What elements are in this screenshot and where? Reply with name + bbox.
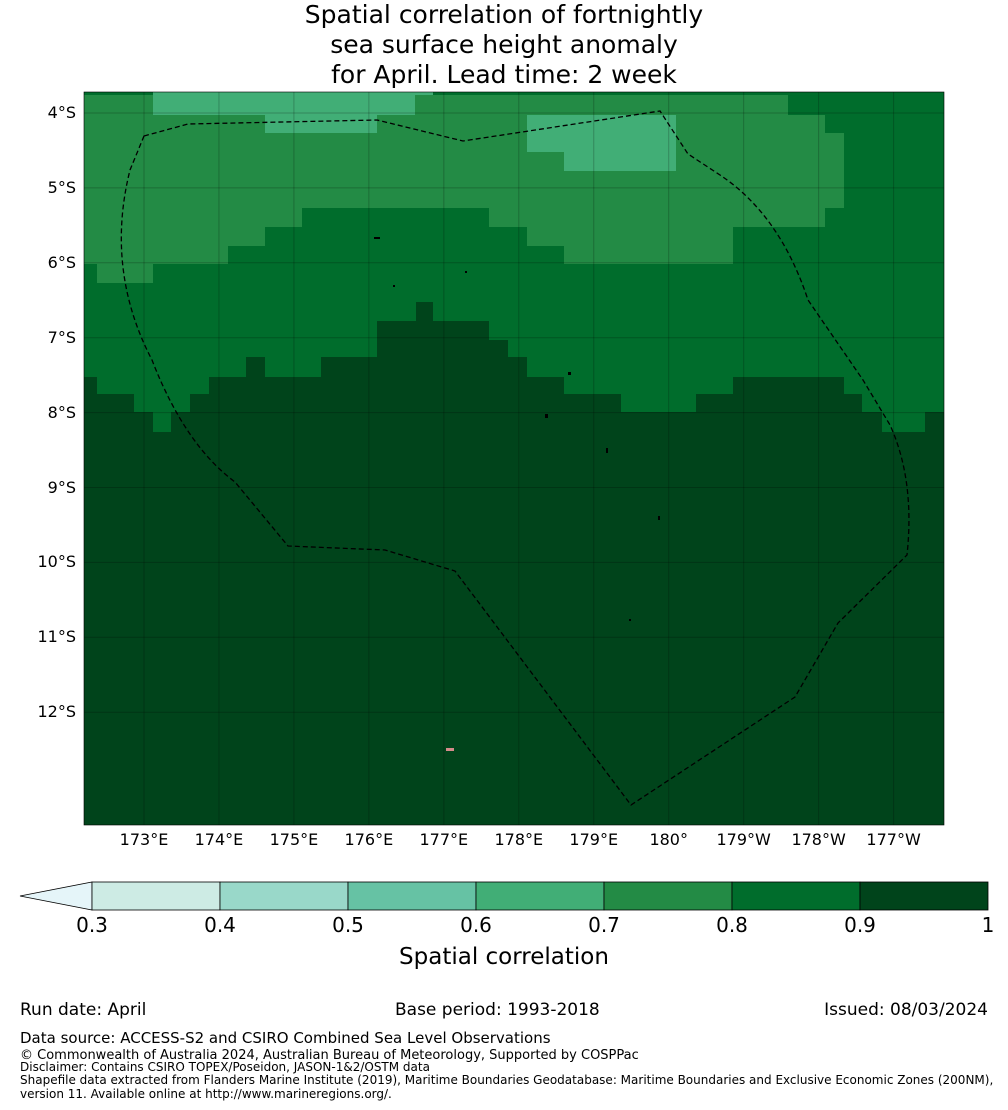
field-bin-0.6-0.7-east (527, 115, 676, 171)
lon-label: 177°E (419, 830, 469, 849)
colorbar (19, 881, 989, 911)
chart-title: Spatial correlation of fortnightly sea s… (0, 0, 1008, 90)
colorbar-bin (603, 881, 733, 911)
lat-label: 8°S (47, 402, 76, 422)
lon-label: 180° (649, 830, 688, 849)
colorbar-bin (219, 881, 349, 911)
lat-label: 9°S (47, 477, 76, 497)
colorbar-tick-label: 0.5 (332, 913, 364, 937)
graticule (84, 92, 944, 825)
colorbar-tick-label: 1 (981, 913, 995, 937)
colorbar-tick-label: 0.9 (844, 913, 876, 937)
colorbar-bin (731, 881, 861, 911)
colorbar-tick-label: 0.7 (588, 913, 620, 937)
colorbar-label: Spatial correlation (399, 944, 609, 970)
lon-label: 175°E (269, 830, 319, 849)
lon-label: 179°E (569, 830, 619, 849)
lon-label: 178°E (494, 830, 544, 849)
islands (374, 237, 660, 751)
map-frame (83, 91, 945, 826)
colorbar-tick-label: 0.3 (76, 913, 108, 937)
colorbar-bin (91, 881, 221, 911)
colorbar-tick-label: 0.8 (716, 913, 748, 937)
title-line-3: for April. Lead time: 2 week (331, 60, 677, 89)
lon-label: 176°E (344, 830, 394, 849)
data-source: Data source: ACCESS-S2 and CSIRO Combine… (20, 1029, 551, 1047)
shapefile-credit-2: version 11. Available online at http://w… (20, 1087, 392, 1101)
field-bin-0.6-0.7-north (153, 92, 433, 133)
lon-label: 173°E (119, 830, 169, 849)
disclaimer: Disclaimer: Contains CSIRO TOPEX/Poseido… (20, 1060, 430, 1074)
correlation-field (84, 92, 944, 825)
colorbar-tick-label: 0.6 (460, 913, 492, 937)
base-period: Base period: 1993-2018 (395, 1000, 600, 1020)
lat-label: 12°S (37, 702, 76, 722)
lat-label: 7°S (47, 327, 76, 347)
colorbar-extend-arrow (19, 881, 93, 911)
colorbar-bin (475, 881, 605, 911)
title-line-1: Spatial correlation of fortnightly (304, 0, 704, 29)
lon-label: 178°W (791, 830, 846, 849)
lon-label: 174°E (194, 830, 244, 849)
issued-date: Issued: 08/03/2024 (824, 1000, 988, 1020)
lat-label: 4°S (47, 103, 76, 122)
lon-label: 179°W (716, 830, 771, 849)
colorbar-bin (347, 881, 477, 911)
eez-boundary (120, 110, 910, 806)
shapefile-credit-1: Shapefile data extracted from Flanders M… (20, 1073, 994, 1087)
copyright: © Commonwealth of Australia 2024, Austra… (20, 1048, 639, 1063)
title-line-2: sea surface height anomaly (330, 30, 678, 59)
run-date: Run date: April (20, 1000, 147, 1020)
lat-label: 5°S (47, 177, 76, 197)
colorbar-bin (859, 881, 989, 911)
lat-label: 10°S (37, 552, 76, 572)
colorbar-tick-label: 0.4 (204, 913, 236, 937)
lat-label: 6°S (47, 252, 76, 272)
lon-label: 177°W (866, 830, 921, 849)
lat-label: 11°S (37, 627, 76, 647)
